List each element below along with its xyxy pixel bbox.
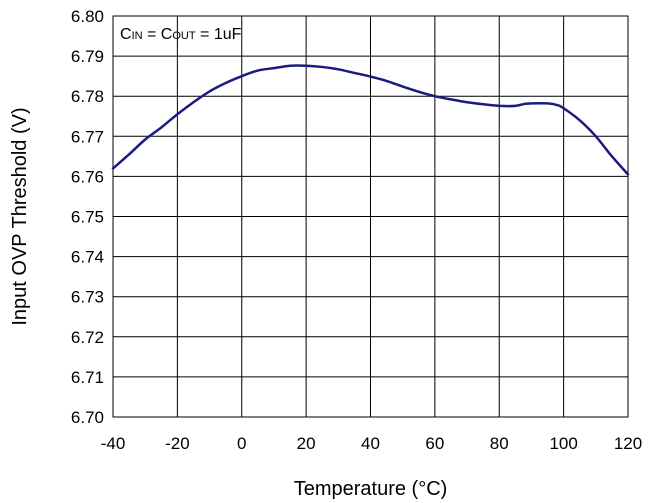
- x-tick-label: -20: [165, 434, 190, 453]
- capacitance-annotation: CIN = COUT = 1uF: [120, 26, 242, 43]
- series-layer: [111, 64, 630, 176]
- y-tick-label: 6.74: [71, 248, 104, 267]
- y-tick-label: 6.78: [71, 87, 104, 106]
- y-tick-label: 6.72: [71, 328, 104, 347]
- x-tick-label: 60: [425, 434, 444, 453]
- y-tick-label: 6.70: [71, 408, 104, 427]
- x-tick-labels: -40 -20 0 20 40 60 80 100 120: [101, 434, 642, 453]
- y-tick-label: 6.75: [71, 208, 104, 227]
- y-tick-label: 6.71: [71, 368, 104, 387]
- y-tick-label: 6.80: [71, 7, 104, 26]
- x-tick-label: 100: [549, 434, 577, 453]
- x-tick-label: 40: [361, 434, 380, 453]
- y-tick-label: 6.73: [71, 288, 104, 307]
- x-tick-label: 20: [297, 434, 316, 453]
- series-line: [111, 64, 630, 176]
- y-axis-label: Input OVP Threshold (V): [9, 107, 31, 325]
- x-axis-label: Temperature (°C): [294, 478, 448, 500]
- grid-lines: [112, 15, 629, 418]
- y-tick-label: 6.77: [71, 127, 104, 146]
- plot-area-frame: [112, 15, 629, 418]
- y-tick-label: 6.76: [71, 167, 104, 186]
- x-tick-label: 0: [237, 434, 246, 453]
- x-tick-label: -40: [101, 434, 126, 453]
- x-tick-label: 80: [490, 434, 509, 453]
- y-tick-labels: 6.70 6.71 6.72 6.73 6.74 6.75 6.76 6.77 6.78 6.79…: [71, 7, 104, 427]
- y-tick-label: 6.79: [71, 47, 104, 66]
- x-tick-label: 120: [614, 434, 642, 453]
